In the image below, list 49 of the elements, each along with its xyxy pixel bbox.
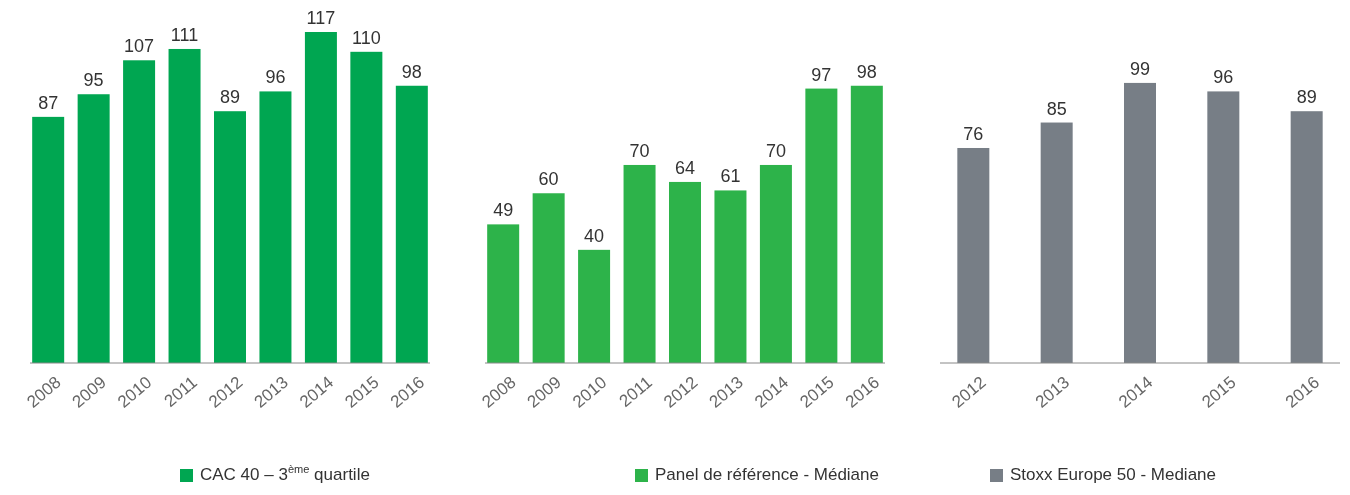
data-label: 70 <box>765 140 786 161</box>
legend-label: CAC 40 – 3$^{ème}$ quartile <box>200 462 370 485</box>
bar <box>669 181 701 363</box>
bar <box>1290 111 1323 363</box>
bar <box>623 164 656 363</box>
bar <box>714 190 747 363</box>
data-label: 110 <box>352 27 381 48</box>
data-label: 98 <box>401 61 422 82</box>
data-label: 111 <box>170 24 199 45</box>
bar <box>850 85 883 363</box>
legend-label: Panel de référence - Médiane <box>655 465 879 485</box>
bar <box>532 193 565 363</box>
data-label: 49 <box>493 200 514 221</box>
data-label: 60 <box>538 169 559 190</box>
data-label: 107 <box>124 36 155 57</box>
data-label: 96 <box>1213 67 1234 88</box>
bar <box>957 147 990 363</box>
data-label: 89 <box>219 87 241 108</box>
bar <box>214 111 246 363</box>
legend-label: Stoxx Europe 50 - Mediane <box>1010 465 1217 485</box>
bar <box>77 94 110 363</box>
data-label: 40 <box>584 225 605 246</box>
bar <box>304 32 337 363</box>
data-label: 70 <box>629 140 650 161</box>
data-label: 85 <box>1046 98 1067 119</box>
bar <box>759 164 792 363</box>
bar <box>123 60 156 363</box>
data-label: 97 <box>811 64 832 85</box>
bar <box>1207 91 1240 363</box>
bar <box>805 88 838 363</box>
data-label: 64 <box>674 157 696 178</box>
bar <box>350 51 383 363</box>
bar <box>32 116 65 363</box>
data-label: 87 <box>38 92 59 113</box>
bar <box>259 91 292 363</box>
data-label: 117 <box>306 8 336 28</box>
data-label: 95 <box>83 70 104 91</box>
data-label: 96 <box>265 67 286 88</box>
bar <box>395 85 428 363</box>
bar <box>168 48 201 363</box>
bar <box>578 249 611 363</box>
bar <box>1124 82 1156 363</box>
bar <box>1040 122 1073 363</box>
data-label: 89 <box>1296 87 1317 108</box>
data-label: 61 <box>720 166 741 187</box>
data-label: 76 <box>963 123 984 144</box>
bar <box>487 224 520 363</box>
data-label: 98 <box>856 61 877 82</box>
data-label: 99 <box>1129 58 1151 79</box>
